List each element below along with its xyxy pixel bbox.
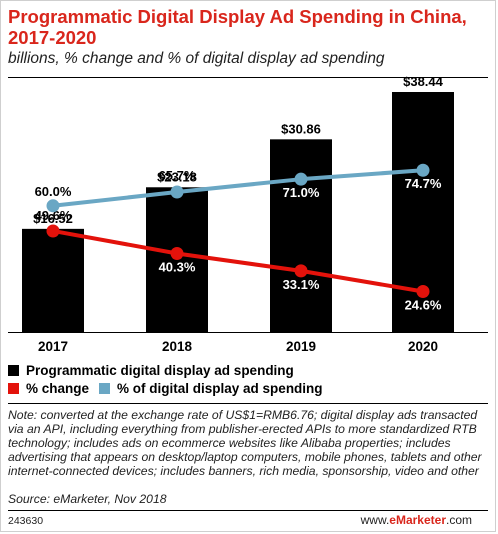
top-rule <box>8 77 488 78</box>
legend-label-bars: Programmatic digital display ad spending <box>26 363 294 378</box>
change-point-2020 <box>416 284 430 298</box>
brand-suffix: .com <box>445 513 472 527</box>
legend-label-share: % of digital display ad spending <box>117 381 323 396</box>
change-label-2017: 49.6% <box>35 208 72 223</box>
share-label-2020: 74.7% <box>405 176 442 191</box>
chart-area: 2017 2018 2019 2020 $16.52 $23.18 $30.86 $38.44… <box>8 74 488 354</box>
change-point-2019 <box>294 264 308 278</box>
change-label-2018: 40.3% <box>159 259 196 274</box>
share-label-2018: 65.7% <box>159 168 196 183</box>
change-point-2017 <box>46 224 60 238</box>
share-label-2019: 71.0% <box>283 185 320 200</box>
bar-label-2018: $23.18 <box>157 169 197 184</box>
note-rule <box>8 403 488 404</box>
bar-label-2020: $38.44 <box>403 74 444 89</box>
share-point-2019 <box>294 172 308 186</box>
chart-subtitle: billions, % change and % of digital disp… <box>8 50 385 67</box>
x-tick-2019: 2019 <box>286 339 316 354</box>
change-label-2020: 24.6% <box>405 297 442 312</box>
chart-source: Source: eMarketer, Nov 2018 <box>8 492 167 506</box>
chart-title: Programmatic Digital Display Ad Spending… <box>8 6 467 48</box>
change-line <box>52 229 424 294</box>
brand-prefix: www. <box>360 513 390 527</box>
share-point-2020 <box>416 163 430 177</box>
legend-swatch-change <box>8 383 19 394</box>
brand-link[interactable]: www.eMarketer.com <box>361 513 472 527</box>
x-tick-2020: 2020 <box>408 339 438 354</box>
share-line <box>52 168 424 208</box>
change-label-2019: 33.1% <box>283 277 320 292</box>
share-label-2017: 60.0% <box>35 184 72 199</box>
chart-id: 243630 <box>8 515 44 527</box>
bar-label-2017: $16.52 <box>33 211 73 226</box>
legend-swatch-share <box>99 383 111 394</box>
share-point-2017 <box>46 199 60 213</box>
x-tick-2017: 2017 <box>38 339 68 354</box>
footer-rule <box>8 510 488 511</box>
change-point-2018 <box>170 246 184 260</box>
legend-swatch-bars <box>8 365 19 376</box>
x-tick-2018: 2018 <box>162 339 193 354</box>
brand-name: eMarketer <box>389 513 446 527</box>
legend-row-bars: Programmatic digital display ad spending <box>8 363 294 378</box>
legend-label-change: % change <box>26 381 90 396</box>
bar-2019 <box>270 139 332 332</box>
bar-label-2019: $30.86 <box>281 121 321 136</box>
bar-2017 <box>22 228 84 332</box>
share-point-2018 <box>170 185 184 199</box>
chart-note: Note: converted at the exchange rate of … <box>8 408 482 478</box>
legend-row-lines: % change % of digital display ad spendin… <box>8 381 323 396</box>
